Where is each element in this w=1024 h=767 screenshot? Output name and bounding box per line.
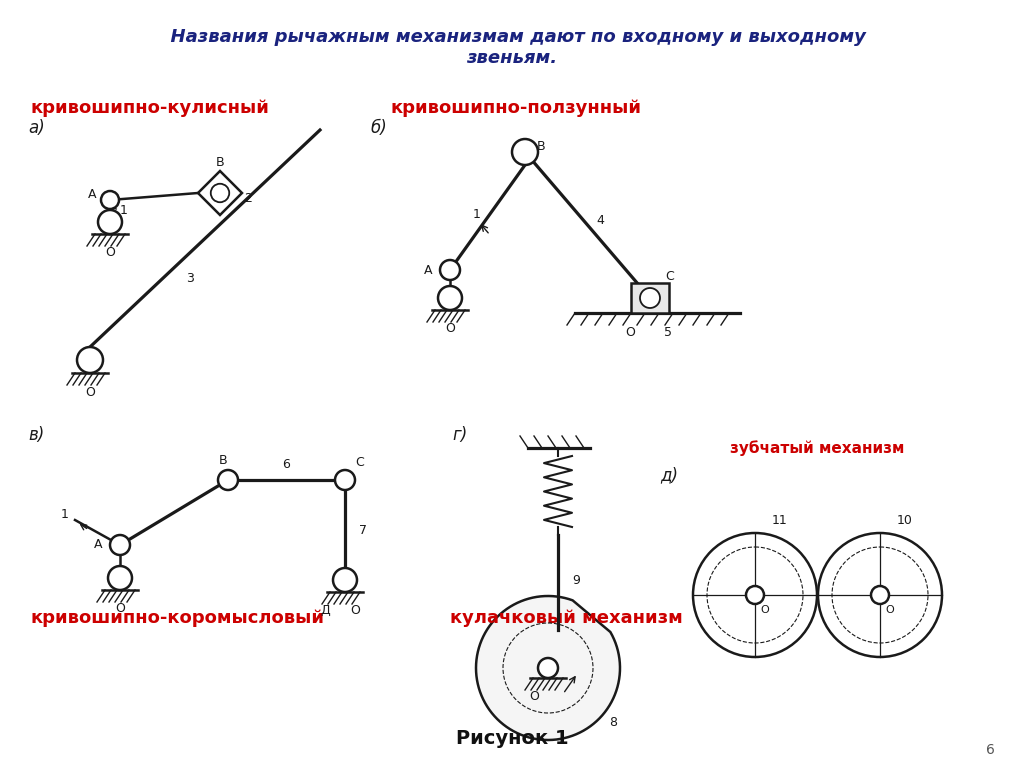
Circle shape	[746, 586, 764, 604]
Circle shape	[101, 191, 119, 209]
Text: д): д)	[660, 466, 678, 484]
Text: A: A	[88, 189, 96, 202]
Text: 2: 2	[244, 192, 252, 205]
Circle shape	[335, 470, 355, 490]
Text: зубчатый механизм: зубчатый механизм	[730, 440, 904, 456]
Text: A: A	[94, 538, 102, 551]
Text: 11: 11	[772, 515, 787, 528]
Text: 3: 3	[186, 272, 194, 285]
Text: 6: 6	[985, 743, 994, 757]
Text: 7: 7	[359, 524, 367, 536]
Circle shape	[333, 568, 357, 592]
Text: C: C	[355, 456, 365, 469]
Text: O: O	[761, 605, 769, 615]
Text: O: O	[625, 327, 635, 340]
Circle shape	[871, 586, 889, 604]
Text: 1: 1	[61, 509, 69, 522]
Circle shape	[110, 535, 130, 555]
Circle shape	[640, 288, 660, 308]
Text: б): б)	[370, 119, 387, 137]
Text: O: O	[115, 601, 125, 614]
Text: B: B	[537, 140, 546, 153]
Circle shape	[108, 566, 132, 590]
Text: O: O	[529, 690, 539, 703]
Text: C: C	[666, 269, 675, 282]
Text: кривошипно-кулисный: кривошипно-кулисный	[30, 99, 269, 117]
Circle shape	[512, 139, 538, 165]
Text: B: B	[219, 453, 227, 466]
Text: 4: 4	[596, 213, 604, 226]
Text: A: A	[424, 264, 432, 276]
Text: 8: 8	[609, 716, 617, 729]
Circle shape	[538, 658, 558, 678]
Text: 6: 6	[282, 459, 290, 472]
Text: 10: 10	[897, 515, 913, 528]
Circle shape	[438, 286, 462, 310]
Text: O: O	[350, 604, 360, 617]
Text: кулачковый механизм: кулачковый механизм	[450, 609, 683, 627]
Circle shape	[218, 470, 238, 490]
Text: 9: 9	[572, 574, 580, 587]
Text: O: O	[105, 245, 115, 258]
Text: B: B	[216, 156, 224, 170]
Text: кривошипно-коромысловый: кривошипно-коромысловый	[30, 609, 324, 627]
Polygon shape	[476, 596, 620, 740]
Circle shape	[440, 260, 460, 280]
Text: г): г)	[452, 426, 467, 444]
Text: в): в)	[28, 426, 44, 444]
Text: O: O	[445, 321, 455, 334]
Text: O: O	[886, 605, 894, 615]
Polygon shape	[198, 171, 242, 215]
Text: кривошипно-ползунный: кривошипно-ползунный	[390, 99, 641, 117]
Text: а): а)	[28, 119, 45, 137]
Circle shape	[211, 184, 229, 202]
Circle shape	[77, 347, 103, 373]
Circle shape	[818, 533, 942, 657]
Text: 5: 5	[664, 327, 672, 340]
Bar	[631, 283, 669, 313]
Text: Д: Д	[321, 604, 330, 617]
Circle shape	[98, 210, 122, 234]
Text: 1: 1	[473, 209, 481, 222]
Text: O: O	[85, 386, 95, 399]
Circle shape	[693, 533, 817, 657]
Text: Рисунок 1: Рисунок 1	[456, 729, 568, 748]
Text: 1: 1	[120, 205, 128, 218]
Text: Названия рычажным механизмам дают по входному и выходному
звеньям.: Названия рычажным механизмам дают по вхо…	[158, 28, 866, 67]
